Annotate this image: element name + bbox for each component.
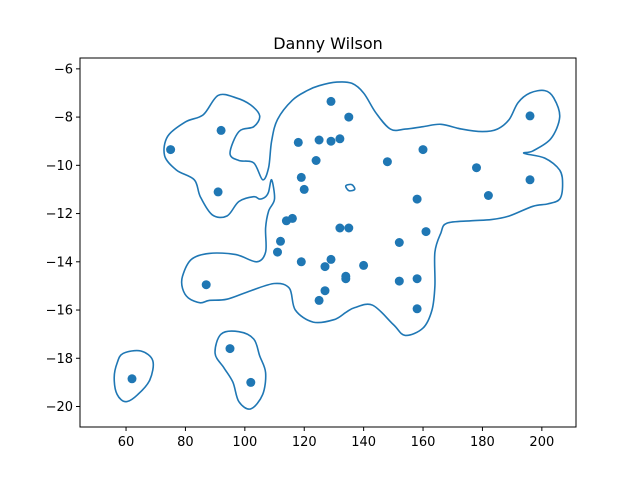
data-point xyxy=(412,274,422,284)
y-tick-label: −10 xyxy=(46,159,73,174)
data-point xyxy=(344,223,354,233)
data-point xyxy=(326,96,336,106)
contour-line xyxy=(214,330,267,410)
data-point xyxy=(421,227,431,237)
data-point xyxy=(344,112,354,122)
x-tick-label: 140 xyxy=(351,435,376,450)
data-point xyxy=(382,157,392,167)
data-point xyxy=(311,156,321,165)
data-point xyxy=(326,254,336,264)
x-tick-label: 160 xyxy=(411,435,436,450)
y-tick-label: −6 xyxy=(54,62,73,77)
data-point xyxy=(273,247,282,257)
data-point xyxy=(320,286,330,296)
plot-frame xyxy=(79,57,577,428)
data-point xyxy=(472,163,481,173)
data-point xyxy=(314,295,324,305)
x-tick-label: 80 xyxy=(177,435,194,450)
y-tick-label: −20 xyxy=(46,400,73,415)
data-point xyxy=(525,111,535,121)
data-point xyxy=(412,194,422,204)
data-point xyxy=(296,257,306,267)
data-point xyxy=(296,172,306,182)
data-point xyxy=(412,304,422,314)
data-point xyxy=(359,260,369,270)
x-axis-ticks: 60 80 100 120 140 160 180 200 xyxy=(118,427,554,450)
x-tick-label: 200 xyxy=(529,435,554,450)
data-points xyxy=(127,96,535,387)
data-point xyxy=(341,274,351,284)
data-point xyxy=(335,223,345,233)
data-point xyxy=(127,374,137,384)
data-point xyxy=(394,238,404,247)
data-point xyxy=(335,134,345,144)
data-point xyxy=(166,145,176,155)
data-point xyxy=(299,184,309,194)
data-point xyxy=(287,213,297,223)
data-point xyxy=(276,236,285,246)
y-tick-label: −8 xyxy=(54,111,73,126)
contour-line xyxy=(163,81,564,337)
data-point xyxy=(225,344,235,354)
x-tick-label: 100 xyxy=(232,435,257,450)
y-tick-label: −18 xyxy=(46,352,73,367)
x-tick-label: 60 xyxy=(118,435,135,450)
data-point xyxy=(326,136,336,146)
contour-lines xyxy=(113,81,564,410)
contour-line xyxy=(344,183,356,192)
data-point xyxy=(216,125,226,135)
data-point xyxy=(246,377,256,387)
y-tick-label: −12 xyxy=(46,207,73,222)
chart-title: Danny Wilson xyxy=(273,34,383,53)
data-point xyxy=(320,262,330,272)
data-point xyxy=(394,276,404,286)
y-axis-ticks: −20 −18 −16 −14 −12 −10 −8 −6 xyxy=(46,62,80,415)
y-tick-label: −16 xyxy=(46,304,73,319)
x-tick-label: 180 xyxy=(470,435,495,450)
data-point xyxy=(213,187,223,197)
x-tick-label: 120 xyxy=(292,435,317,450)
y-tick-label: −14 xyxy=(46,255,73,270)
data-point xyxy=(525,175,535,185)
data-point xyxy=(293,137,303,147)
data-point xyxy=(314,135,324,145)
contour-line xyxy=(113,349,155,403)
data-point xyxy=(418,145,428,155)
data-point xyxy=(483,191,493,200)
data-point xyxy=(201,280,211,290)
